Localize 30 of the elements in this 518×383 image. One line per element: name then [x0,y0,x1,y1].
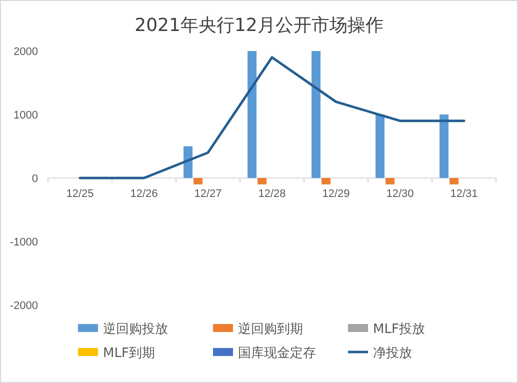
y-tick-label: -1000 [10,236,38,248]
legend-label: 逆回购到期 [238,322,303,337]
bar [312,51,321,178]
y-tick-label: -2000 [10,300,38,312]
y-tick-label: 0 [32,173,38,185]
chart-title: 2021年央行12月公开市场操作 [134,15,384,36]
bar [258,178,267,184]
bar [194,178,203,184]
x-tick-label: 12/25 [66,188,94,200]
line-series [78,56,466,180]
legend-label: 逆回购投放 [103,322,168,337]
legend-label: MLF到期 [103,346,155,361]
legend-label: 净投放 [373,346,412,361]
bar [184,146,193,178]
x-tick-label: 12/30 [386,188,414,200]
x-tick-label: 12/26 [130,188,158,200]
bar [376,114,385,178]
bar [386,178,395,184]
bar [450,178,459,184]
legend-label: 国库现金定存 [238,346,316,361]
bar [322,178,331,184]
x-tick-label: 12/27 [194,188,222,200]
x-tick-label: 12/28 [258,188,286,200]
bar [248,51,257,178]
x-tick-label: 12/31 [450,188,478,200]
bar [440,114,449,178]
y-tick-label: 1000 [14,110,38,122]
y-tick-label: 2000 [14,46,38,58]
legend-label: MLF投放 [373,322,425,337]
x-tick-label: 12/29 [322,188,350,200]
